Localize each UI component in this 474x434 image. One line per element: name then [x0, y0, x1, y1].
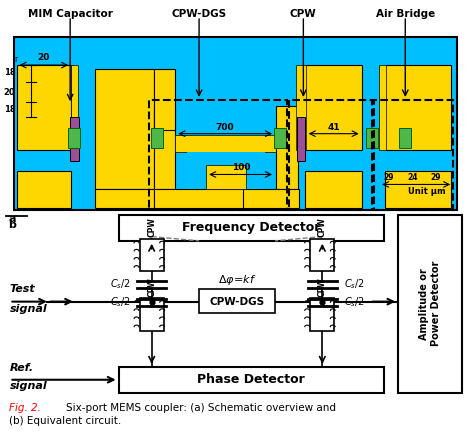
- Text: CPW-DGS: CPW-DGS: [210, 296, 264, 307]
- Bar: [274, 128, 286, 148]
- Text: 29: 29: [383, 173, 394, 182]
- Bar: [175, 135, 277, 152]
- Bar: [310, 298, 334, 331]
- Bar: [140, 239, 164, 271]
- Text: T: T: [13, 57, 17, 63]
- Text: Frequency Detector: Frequency Detector: [182, 221, 320, 234]
- Text: CPW: CPW: [147, 277, 156, 297]
- Bar: [149, 100, 287, 210]
- Text: Ref.: Ref.: [9, 363, 34, 373]
- Bar: [154, 69, 175, 130]
- Text: $C_s/2$: $C_s/2$: [344, 295, 365, 309]
- Bar: [151, 128, 163, 148]
- Text: MIM Capacitor: MIM Capacitor: [27, 9, 113, 19]
- Bar: [310, 239, 334, 271]
- Bar: [385, 171, 451, 208]
- Bar: [17, 65, 71, 150]
- Text: 18: 18: [4, 105, 15, 114]
- Bar: [305, 171, 362, 208]
- Bar: [154, 189, 244, 208]
- Bar: [374, 100, 453, 210]
- Bar: [305, 65, 362, 150]
- Bar: [14, 37, 457, 210]
- Text: $C_s/2$: $C_s/2$: [109, 295, 130, 309]
- Text: 100: 100: [231, 163, 250, 172]
- Text: 24: 24: [407, 173, 418, 182]
- Text: signal: signal: [9, 381, 47, 391]
- Text: $C_s/2$: $C_s/2$: [109, 277, 130, 291]
- Bar: [140, 298, 164, 331]
- Bar: [17, 171, 71, 208]
- Text: 20: 20: [37, 53, 50, 62]
- Bar: [366, 128, 378, 148]
- Bar: [398, 215, 462, 393]
- Bar: [289, 100, 372, 210]
- Text: 29: 29: [431, 173, 441, 182]
- Text: Amplitude or
Power Detector: Amplitude or Power Detector: [419, 261, 441, 346]
- Text: Test: Test: [9, 284, 35, 294]
- Text: a: a: [9, 214, 16, 224]
- Bar: [297, 117, 305, 161]
- Text: CPW: CPW: [318, 277, 327, 297]
- Bar: [206, 165, 246, 189]
- Bar: [385, 65, 451, 150]
- Text: 700: 700: [216, 122, 235, 132]
- Text: CPW-DGS: CPW-DGS: [172, 9, 227, 19]
- Bar: [187, 152, 265, 189]
- Bar: [118, 215, 384, 241]
- Text: Six-port MEMS coupler: (a) Schematic overview and: Six-port MEMS coupler: (a) Schematic ove…: [66, 403, 337, 413]
- Bar: [95, 189, 154, 208]
- Text: Air Bridge: Air Bridge: [375, 9, 435, 19]
- Text: Fig. 2.: Fig. 2.: [9, 403, 40, 413]
- Text: (b) Equivalent circuit.: (b) Equivalent circuit.: [9, 416, 121, 426]
- Bar: [118, 367, 384, 393]
- Text: 20: 20: [4, 88, 15, 96]
- Text: $C_s/2$: $C_s/2$: [344, 277, 365, 291]
- Text: 18: 18: [4, 69, 15, 77]
- Text: CPW: CPW: [147, 217, 156, 237]
- Bar: [296, 65, 306, 150]
- Bar: [276, 106, 298, 189]
- Bar: [154, 106, 175, 189]
- Text: Unit μm: Unit μm: [408, 187, 446, 197]
- Bar: [95, 69, 154, 189]
- Bar: [70, 117, 79, 161]
- Bar: [71, 65, 78, 150]
- Text: $\Delta\varphi\!=\!kf$: $\Delta\varphi\!=\!kf$: [218, 273, 256, 287]
- Bar: [399, 128, 411, 148]
- Bar: [199, 289, 275, 313]
- Text: b: b: [9, 220, 17, 230]
- Bar: [243, 189, 299, 208]
- Text: 41: 41: [328, 122, 340, 132]
- Bar: [379, 65, 386, 150]
- Bar: [68, 128, 80, 148]
- Text: CPW: CPW: [318, 217, 327, 237]
- Text: Phase Detector: Phase Detector: [197, 373, 305, 386]
- Text: CPW: CPW: [290, 9, 317, 19]
- Text: signal: signal: [9, 304, 47, 314]
